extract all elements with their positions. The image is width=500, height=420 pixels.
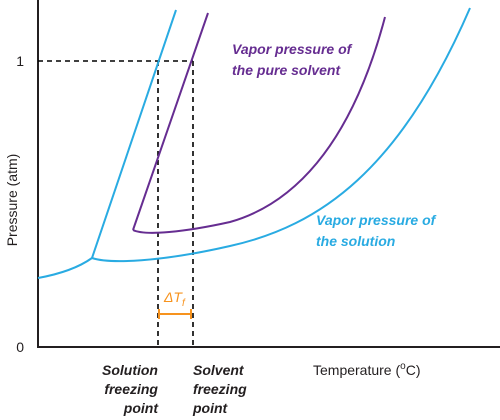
- solution-freezing-point-line1: Solution: [102, 362, 158, 378]
- y-tick-one: 1: [16, 53, 24, 69]
- pure-solvent-label-line1: Vapor pressure of: [232, 41, 353, 57]
- solution-freezing-point-line3: point: [123, 400, 160, 416]
- solvent-freezing-point-line1: Solvent: [193, 362, 245, 378]
- solvent-vapor-pressure-curve: [132, 16, 386, 234]
- y-tick-zero: 0: [16, 339, 24, 355]
- solution-label-line1: Vapor pressure of: [316, 212, 437, 228]
- solvent-freezing-point-line3: point: [192, 400, 229, 416]
- solution-label-line2: the solution: [316, 233, 395, 249]
- x-axis-label: Temperature (oC): [313, 361, 421, 378]
- solution-melting-curve: [91, 9, 177, 259]
- solution-sublimation-curve: [37, 257, 93, 279]
- solution-freezing-point-line2: freezing: [104, 381, 158, 397]
- y-axis-label: Pressure (atm): [4, 154, 20, 247]
- pure-solvent-label-line2: the pure solvent: [232, 62, 341, 78]
- solvent-freezing-point-line2: freezing: [193, 381, 247, 397]
- delta-tf-label: ΔTf: [163, 289, 186, 309]
- solvent-melting-curve: [132, 12, 209, 231]
- solution-vapor-pressure-curve: [91, 7, 471, 263]
